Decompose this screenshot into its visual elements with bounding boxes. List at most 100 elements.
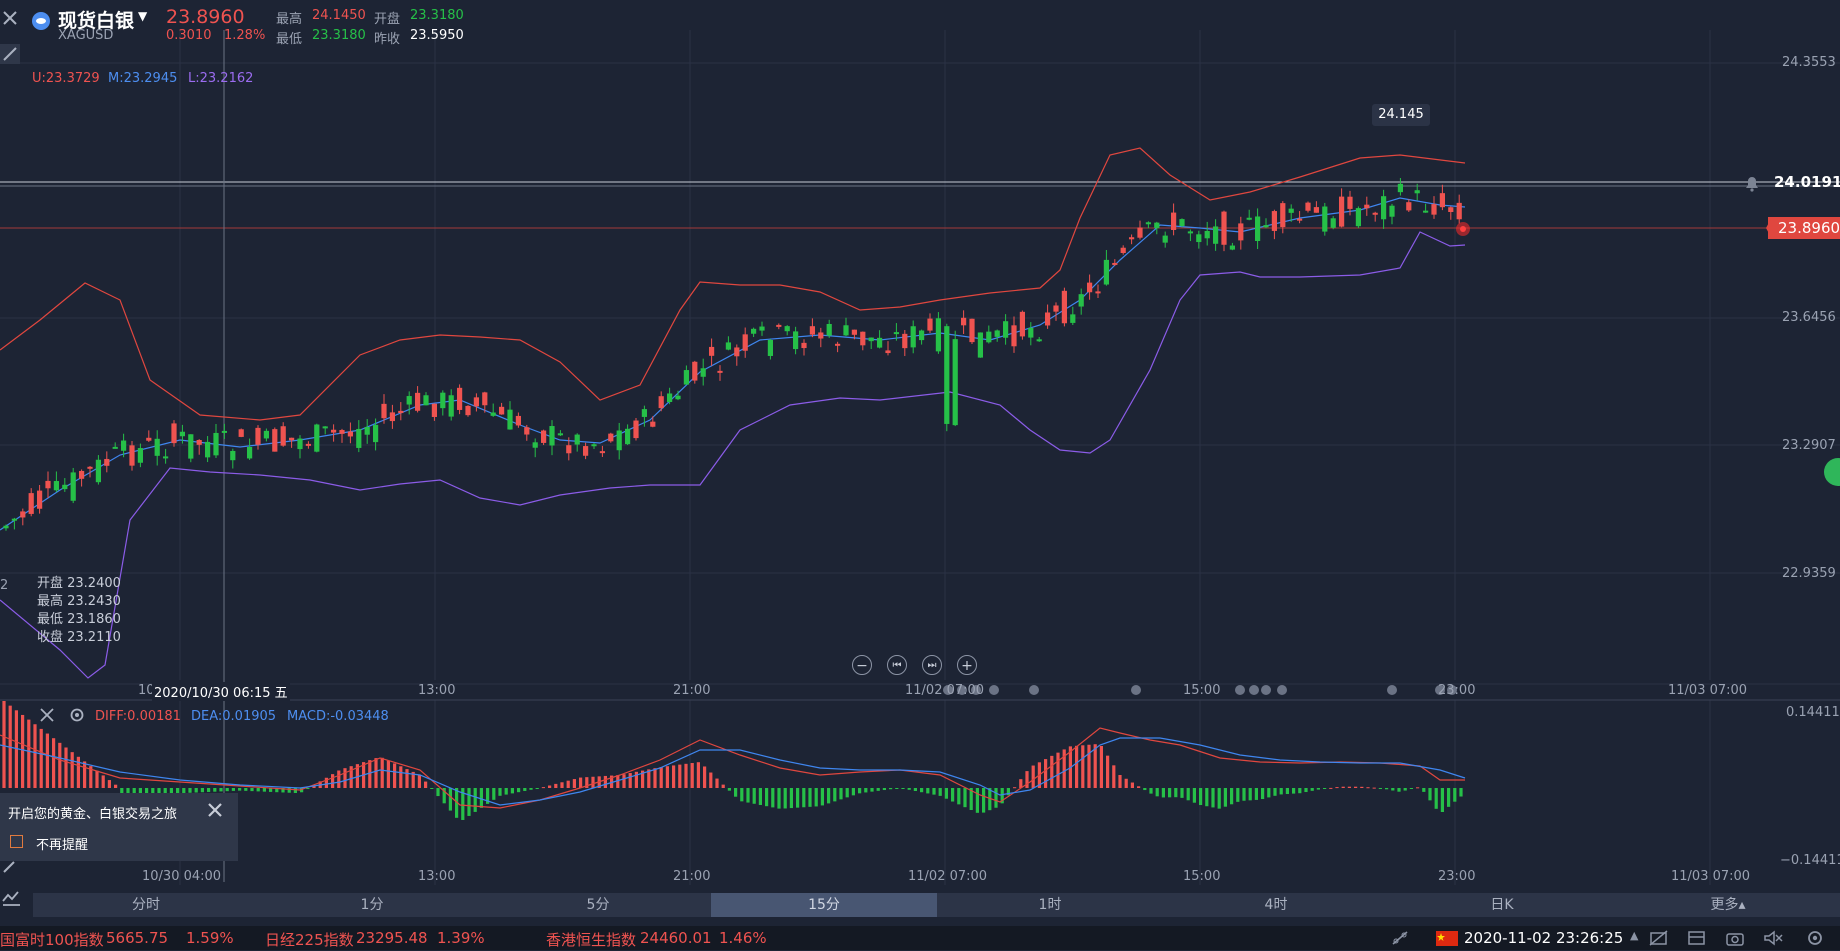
candle-body[interactable]	[524, 427, 530, 435]
candle-body[interactable]	[793, 331, 799, 350]
ticker-name[interactable]: 香港恒生指数	[546, 931, 637, 949]
candle-body[interactable]	[322, 426, 328, 429]
candle-body[interactable]	[1423, 210, 1429, 213]
candle-body[interactable]	[473, 397, 479, 407]
candle-body[interactable]	[45, 480, 51, 489]
candle-body[interactable]	[28, 493, 34, 514]
symbol-dropdown-icon[interactable]: ▼	[138, 9, 148, 23]
candle-body[interactable]	[381, 403, 387, 419]
candle-body[interactable]	[759, 326, 765, 331]
candle-body[interactable]	[163, 456, 169, 459]
candle-body[interactable]	[608, 433, 614, 442]
tab-15min[interactable]: 15分	[711, 893, 937, 917]
candle-body[interactable]	[137, 448, 143, 463]
candle-body[interactable]	[1129, 237, 1135, 240]
candle-body[interactable]	[20, 511, 26, 518]
candle-body[interactable]	[877, 337, 883, 348]
candle-body[interactable]	[969, 318, 975, 343]
candle-body[interactable]	[1187, 231, 1193, 234]
candle-body[interactable]	[1070, 314, 1076, 323]
candle-body[interactable]	[1019, 311, 1025, 337]
candle-body[interactable]	[1171, 212, 1177, 230]
candle-body[interactable]	[406, 396, 412, 405]
candle-body[interactable]	[700, 368, 706, 377]
tab-5min[interactable]: 5分	[586, 897, 610, 913]
candle-body[interactable]	[1381, 196, 1387, 220]
candle-body[interactable]	[675, 395, 681, 400]
candle-body[interactable]	[1397, 183, 1403, 193]
candle-body[interactable]	[1322, 206, 1328, 232]
candle-body[interactable]	[616, 430, 622, 451]
candle-body[interactable]	[1112, 262, 1118, 265]
candle-body[interactable]	[650, 421, 656, 427]
candle-body[interactable]	[87, 466, 93, 469]
candle-body[interactable]	[1431, 204, 1437, 215]
candle-body[interactable]	[347, 431, 353, 437]
candle-body[interactable]	[230, 450, 236, 461]
candle-body[interactable]	[566, 445, 572, 454]
candle-body[interactable]	[205, 441, 211, 458]
candle-body[interactable]	[339, 430, 345, 434]
tab-fenshi[interactable]: 分时	[132, 897, 160, 913]
candle-body[interactable]	[305, 443, 311, 446]
candle-body[interactable]	[1078, 294, 1084, 307]
candle-body[interactable]	[977, 332, 983, 358]
candle-body[interactable]	[826, 323, 832, 336]
zoom-out-button[interactable]: −	[852, 655, 872, 675]
candle-body[interactable]	[440, 392, 446, 409]
candle-body[interactable]	[280, 426, 286, 446]
candle-body[interactable]	[1196, 234, 1202, 243]
candle-body[interactable]	[3, 525, 9, 529]
candle-body[interactable]	[62, 484, 68, 490]
candle-body[interactable]	[1355, 208, 1361, 227]
candle-body[interactable]	[725, 342, 731, 350]
candle-body[interactable]	[373, 424, 379, 443]
candle-body[interactable]	[37, 490, 43, 509]
candle-body[interactable]	[809, 326, 815, 335]
candle-body[interactable]	[314, 424, 320, 452]
candle-body[interactable]	[717, 370, 723, 373]
candle-body[interactable]	[1414, 190, 1420, 194]
candle-body[interactable]	[818, 332, 824, 339]
candle-body[interactable]	[179, 431, 185, 437]
candle-body[interactable]	[961, 317, 967, 326]
candle-body[interactable]	[1162, 235, 1168, 243]
candle-body[interactable]	[1003, 321, 1009, 338]
candle-body[interactable]	[221, 430, 227, 433]
candle-body[interactable]	[885, 350, 891, 354]
candle-body[interactable]	[919, 330, 925, 341]
dont-remind-checkbox[interactable]	[10, 835, 23, 848]
tab-1hour[interactable]: 1时	[1038, 897, 1062, 913]
candle-body[interactable]	[532, 442, 538, 448]
candle-body[interactable]	[507, 409, 513, 430]
candle-body[interactable]	[1213, 226, 1219, 244]
candle-body[interactable]	[1103, 259, 1109, 285]
settings-gear-icon[interactable]	[1804, 929, 1826, 947]
candle-body[interactable]	[213, 432, 219, 456]
candle-body[interactable]	[1053, 305, 1059, 312]
network-icon[interactable]	[1390, 929, 1410, 947]
candle-body[interactable]	[1036, 339, 1042, 342]
expand-up-icon[interactable]: ▲	[1630, 929, 1639, 942]
candle-body[interactable]	[515, 415, 521, 426]
candle-body[interactable]	[851, 329, 857, 335]
camera-icon[interactable]	[1724, 929, 1746, 947]
candle-body[interactable]	[784, 326, 790, 332]
pencil-icon[interactable]	[0, 856, 20, 876]
candle-body[interactable]	[667, 393, 673, 403]
candle-body[interactable]	[499, 406, 505, 415]
indicator-icon[interactable]	[0, 886, 24, 910]
candle-body[interactable]	[583, 446, 589, 456]
candle-body[interactable]	[79, 470, 85, 479]
candle-body[interactable]	[415, 392, 421, 411]
candle-body[interactable]	[398, 410, 404, 414]
candle-body[interactable]	[1347, 196, 1353, 209]
candle-body[interactable]	[188, 434, 194, 459]
mute-icon[interactable]	[1762, 929, 1784, 947]
candle-body[interactable]	[893, 332, 899, 335]
candle-body[interactable]	[1280, 203, 1286, 228]
candle-body[interactable]	[910, 326, 916, 348]
candle-body[interactable]	[1238, 223, 1244, 241]
candle-body[interactable]	[356, 428, 362, 448]
